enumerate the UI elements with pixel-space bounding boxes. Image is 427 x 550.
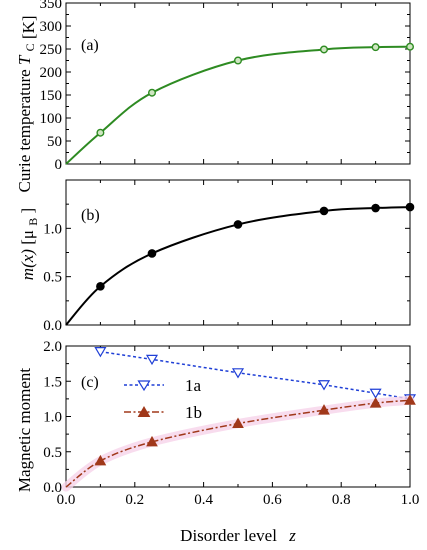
data-point-1b (232, 417, 244, 429)
data-point (406, 42, 415, 51)
panel-c-x-ticks: 0.0 0.2 0.4 0.6 0.8 1.0 (57, 346, 420, 508)
y-tick-label: 300 (40, 19, 63, 35)
panel-a-x-ticks (65, 3, 411, 164)
x-tick-label: 0.6 (263, 492, 282, 508)
series-1b-line (65, 399, 411, 488)
panel-c-label: (c) (81, 374, 99, 391)
x-axis-label-symbol: z (288, 526, 296, 545)
data-point (147, 249, 157, 258)
panel-c-plot (61, 347, 417, 492)
series-1b-band (61, 395, 415, 492)
x-tick-label: 1.0 (401, 492, 420, 508)
panel-b-label: (b) (81, 207, 100, 224)
y-tick-label: 0.0 (43, 318, 62, 334)
panel-b-ylabel-unit-close: ] (18, 208, 37, 214)
legend-1a-marker (137, 380, 151, 392)
x-tick-label: 0.0 (57, 492, 76, 508)
panel-b-plot (65, 202, 415, 326)
panel-b-ylabel-unit: [μ (18, 230, 37, 245)
panel-b-ylabel-unit-subscript: B (26, 218, 40, 226)
data-point (233, 220, 243, 229)
panel-b-y-ticks: 0.0 0.5 1.0 (43, 203, 410, 334)
y-tick-label: 150 (40, 88, 63, 104)
x-tick-label: 0.2 (125, 492, 144, 508)
panel-b-y-axis-label: m(x) [μ B ] (18, 208, 41, 280)
panel-b-ylabel-symbol: m(x) (18, 249, 37, 280)
panel-a-curie-temperature: 0 50 100 150 200 250 300 350 (a) Curie temperat… (15, 0, 415, 193)
panel-c-frame (65, 345, 411, 488)
y-tick-label: 0.0 (43, 480, 62, 496)
data-point-1b (369, 397, 382, 408)
data-point-1a (369, 388, 382, 399)
panel-c-moments-1a-1b: 0.0 0.5 1.0 1.5 2.0 0.0 0.2 0.4 0.6 0.8 1.0 (c) 1… (43, 339, 419, 508)
y-tick-label: 1.0 (43, 410, 62, 426)
panel-b-moment-m: 0.0 0.5 1.0 (b) m(x) [μ B ] (18, 179, 415, 334)
panel-a-label: (a) (81, 37, 99, 54)
data-point (233, 56, 242, 65)
legend-1b-marker (137, 406, 151, 417)
panel-a-ylabel-unit: [K] (19, 15, 38, 39)
data-point-1a (231, 368, 245, 379)
panel-a-plot (65, 42, 415, 165)
data-point-1b (318, 404, 330, 415)
panel-b-x-ticks (65, 180, 411, 325)
y-tick-label: 200 (40, 65, 63, 81)
series-1a-line (100, 350, 411, 400)
panel-a-y-axis-label: Curie temperature T C [K] (15, 15, 38, 192)
y-tick-label: 50 (47, 134, 62, 150)
y-tick-label: 1.5 (43, 374, 62, 390)
data-point-1b (404, 394, 416, 405)
panel-a-y-ticks: 0 50 100 150 200 250 300 350 (40, 0, 410, 173)
y-tick-label: 0 (55, 157, 63, 173)
data-point-1a (145, 354, 159, 366)
y-tick-label: 0.5 (43, 445, 62, 461)
panel-a-frame (65, 2, 411, 165)
panel-a-ylabel-symbol: T (15, 54, 34, 65)
y-tick-label: 100 (40, 111, 63, 127)
data-point (405, 202, 415, 212)
y-tick-label: 2.0 (43, 339, 62, 355)
data-point-1a (94, 347, 107, 358)
panel-c-legend: 1a 1b (124, 376, 202, 422)
shared-y-axis-label: Magnetic moment (15, 368, 34, 492)
data-point (96, 282, 105, 291)
data-point (319, 206, 329, 216)
data-point (320, 45, 329, 54)
x-tick-label: 0.8 (332, 492, 351, 508)
y-tick-label: 0.5 (43, 270, 62, 286)
x-axis-label-text: Disorder level (180, 526, 277, 545)
panel-a-ylabel-subscript: C (23, 43, 37, 51)
data-point-1a (317, 380, 331, 391)
x-axis-label: Disorder level z (180, 526, 296, 545)
panel-b-frame (65, 179, 411, 326)
data-point (371, 43, 380, 52)
legend-1a-label: 1a (185, 376, 202, 395)
panel-a-ylabel-main: Curie temperature (15, 69, 34, 192)
y-tick-label: 350 (40, 0, 63, 12)
data-point (147, 88, 156, 97)
legend-1b-label: 1b (185, 403, 202, 422)
x-tick-label: 0.4 (194, 492, 213, 508)
y-tick-label: 250 (40, 42, 63, 58)
data-point-1b (146, 435, 158, 447)
panel-c-y-ticks: 0.0 0.5 1.0 1.5 2.0 (43, 339, 410, 496)
y-tick-label: 1.0 (43, 221, 62, 237)
data-point (96, 128, 105, 137)
data-point (371, 203, 380, 213)
data-point-1b (94, 454, 107, 466)
